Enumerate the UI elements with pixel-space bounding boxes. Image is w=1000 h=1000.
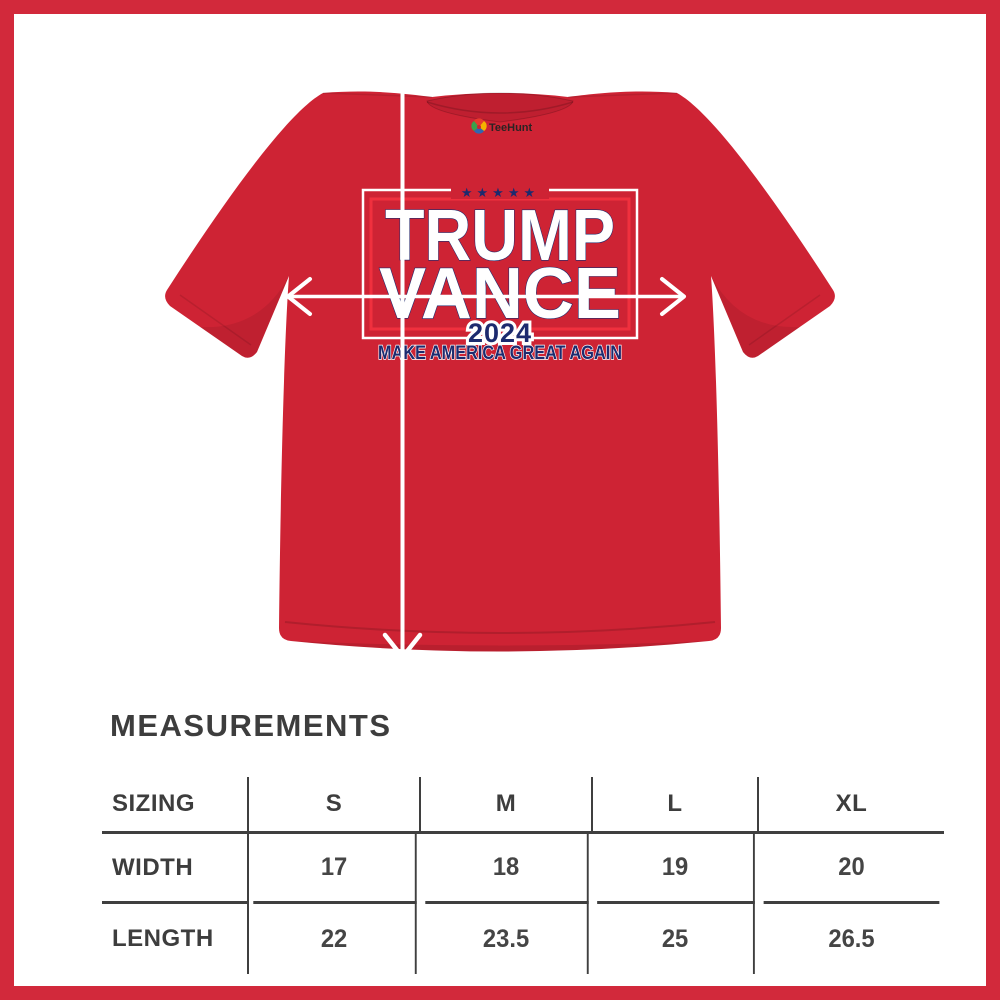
table-header-xl: XL: [759, 777, 944, 834]
length-arrow: [382, 58, 423, 660]
teehunt-logo-icon: [471, 118, 487, 134]
table-cell-width-m: 18: [425, 834, 589, 904]
arrowhead-left-icon: [286, 277, 312, 316]
table-cell-width-s: 17: [253, 834, 417, 904]
table-header-s: S: [249, 777, 421, 834]
brand-label: TeeHunt: [471, 118, 533, 134]
table-cell-length-m: 23.5: [425, 904, 589, 974]
design-line2: VANCE: [379, 254, 621, 334]
table-cell-width-xl: 20: [763, 834, 940, 904]
arrowhead-down-icon: [382, 632, 423, 660]
brand-label-text: TeeHunt: [489, 122, 533, 134]
table-row-length-label: LENGTH: [102, 904, 249, 974]
collar: [426, 92, 574, 123]
table-cell-length-l: 25: [597, 904, 755, 974]
size-table: SIZING S M L XL WIDTH 17 18 19 20 LENGTH…: [102, 777, 944, 974]
section-title: MEASUREMENTS: [110, 708, 392, 743]
table-row-width-label: WIDTH: [102, 834, 249, 904]
table-cell-width-l: 19: [597, 834, 755, 904]
table-header-m: M: [421, 777, 593, 834]
table-header-sizing: SIZING: [102, 777, 249, 834]
table-header-l: L: [593, 777, 759, 834]
design-line1: TRUMP: [385, 196, 615, 276]
design-tagline: MAKE AMERICA GREAT AGAIN: [378, 343, 622, 364]
arrowhead-right-icon: [660, 277, 686, 316]
shirt-print-design: ★★★★★ TRUMP VANCE 2024 MAKE AMERICA GREA…: [361, 183, 639, 365]
design-year: 2024: [468, 318, 532, 348]
stars-icon: ★★★★★: [461, 185, 539, 200]
tshirt-shape: [165, 91, 835, 652]
table-cell-length-s: 22: [253, 904, 417, 974]
arrowhead-up-icon: [382, 58, 423, 86]
width-arrow: [286, 277, 686, 316]
table-cell-length-xl: 26.5: [828, 924, 875, 953]
